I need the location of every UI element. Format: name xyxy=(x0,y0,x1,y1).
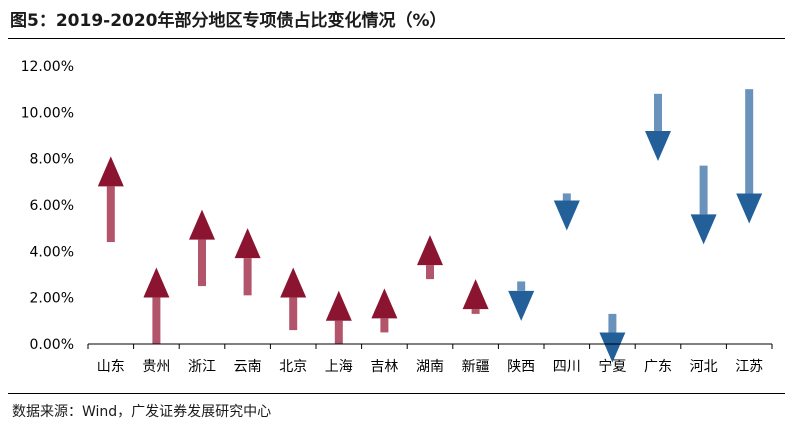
arrow-head xyxy=(234,228,261,259)
footer-divider xyxy=(8,393,785,394)
arrow-increase xyxy=(143,267,170,344)
arrow-shaft xyxy=(517,281,526,291)
arrow-head xyxy=(280,267,307,298)
y-tick-label: 12.00% xyxy=(21,59,74,75)
arrow-increase xyxy=(189,209,215,287)
arrow-shaft xyxy=(562,193,571,201)
arrow-decrease xyxy=(553,193,580,231)
x-category-label: 新疆 xyxy=(462,359,490,375)
arrow-decrease xyxy=(736,89,763,224)
arrow-shaft xyxy=(745,89,754,194)
arrow-head xyxy=(189,209,215,240)
arrow-increase xyxy=(325,290,352,344)
arrow-decrease xyxy=(645,93,671,161)
x-category-label: 山东 xyxy=(97,359,125,375)
arrow-head xyxy=(645,130,671,161)
y-tick-label: 10.00% xyxy=(21,105,74,121)
x-axis-category-labels: 山东 贵州 浙江 云南 北京 上海 吉林 湖南 新疆 陕西 四川 宁夏 广东 河北 江苏 xyxy=(97,358,763,375)
x-category-label: 宁夏 xyxy=(598,358,626,375)
x-category-label: 云南 xyxy=(234,359,262,375)
arrow-decrease xyxy=(508,281,535,321)
arrow-shaft xyxy=(152,297,161,344)
y-tick-label: 4.00% xyxy=(30,244,74,260)
arrow-head xyxy=(508,290,535,321)
title-divider xyxy=(8,38,785,39)
x-category-label: 四川 xyxy=(553,359,581,375)
x-category-label: 河北 xyxy=(690,359,718,375)
arrow-series xyxy=(97,89,763,363)
y-tick-label: 6.00% xyxy=(30,198,74,214)
y-tick-label: 8.00% xyxy=(30,152,74,168)
x-category-label: 上海 xyxy=(325,359,353,375)
y-axis-tick-labels: 0.00% 2.00% 4.00% 6.00% 8.00% 10.00% 12.00% xyxy=(21,59,74,353)
arrow-increase xyxy=(371,288,398,333)
arrow-increase xyxy=(97,156,124,243)
x-category-label: 江苏 xyxy=(735,359,763,375)
y-tick-label: 2.00% xyxy=(30,291,74,307)
arrow-shaft xyxy=(198,239,206,287)
arrow-head xyxy=(371,288,398,319)
x-category-label: 湖南 xyxy=(416,359,444,375)
source-note: 数据来源：Wind，广发证券发展研究中心 xyxy=(12,404,272,420)
arrow-increase xyxy=(234,228,261,296)
arrow-head xyxy=(325,290,352,321)
arrow-shaft xyxy=(654,93,662,131)
arrow-decrease xyxy=(599,313,626,363)
arrow-shaft xyxy=(289,297,298,331)
arrow-shaft xyxy=(243,258,252,296)
x-axis-ticks xyxy=(87,344,773,349)
arrow-head xyxy=(143,267,170,298)
arrow-head xyxy=(97,156,124,187)
arrow-increase xyxy=(417,235,443,280)
x-category-label: 吉林 xyxy=(370,359,398,375)
arrow-shaft xyxy=(106,186,115,243)
arrow-shaft xyxy=(380,318,389,333)
y-tick-label: 0.00% xyxy=(30,337,74,353)
arrow-head xyxy=(462,279,489,310)
x-category-label: 浙江 xyxy=(188,359,216,375)
arrow-increase xyxy=(280,267,307,331)
arrow-shaft xyxy=(426,265,434,280)
x-category-label: 广东 xyxy=(644,359,672,375)
arrow-head xyxy=(736,193,763,224)
arrow-chart: 0.00% 2.00% 4.00% 6.00% 8.00% 10.00% 12.00% 山东… xyxy=(21,59,773,375)
arrow-head xyxy=(417,235,443,266)
arrow-shaft xyxy=(334,320,343,344)
x-category-label: 北京 xyxy=(279,359,307,375)
x-category-label: 陕西 xyxy=(507,359,535,375)
x-category-label: 贵州 xyxy=(142,359,170,375)
arrow-shaft xyxy=(608,313,617,333)
chart-title: 图5：2019-2020年部分地区专项债占比变化情况（%） xyxy=(10,11,447,31)
arrow-shaft xyxy=(471,309,480,314)
arrow-shaft xyxy=(699,165,708,215)
arrow-head xyxy=(690,214,717,245)
arrow-decrease xyxy=(690,165,717,245)
arrow-head xyxy=(599,332,626,363)
arrow-head xyxy=(553,200,580,231)
arrow-increase xyxy=(462,279,489,314)
